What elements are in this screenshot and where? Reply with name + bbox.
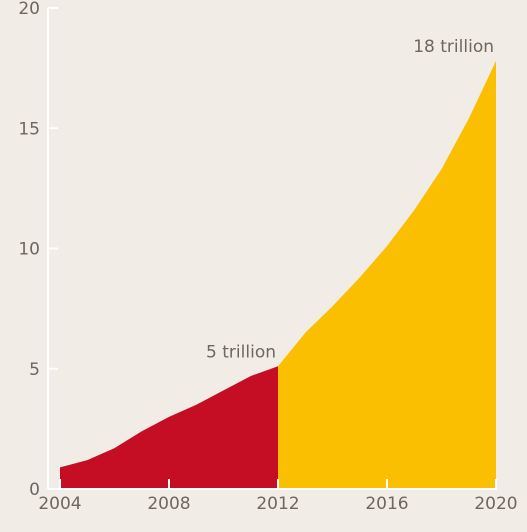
- x-tick-label: 2016: [365, 494, 408, 514]
- annotation-label-2: 18 trillion: [413, 37, 494, 57]
- y-tick-label: 0: [29, 480, 40, 500]
- y-tick-label: 20: [18, 0, 40, 19]
- x-tick-label: 2008: [147, 494, 190, 514]
- y-axis-ticks: 0 5 10 15 20: [18, 0, 58, 500]
- y-tick-label: 15: [18, 119, 40, 139]
- annotations: 5 trillion 18 trillion: [206, 37, 494, 362]
- area-series-group: [60, 60, 496, 490]
- x-tick-label: 2004: [38, 494, 81, 514]
- area-series-1: [60, 366, 278, 489]
- annotation-label-1: 5 trillion: [206, 342, 276, 362]
- y-tick-label: 10: [18, 240, 40, 260]
- y-tick-label: 5: [29, 360, 40, 380]
- x-tick-label: 2020: [474, 494, 517, 514]
- area-series-2: [278, 60, 496, 490]
- x-axis-ticks: 2004 2008 2012 2016 2020: [38, 479, 518, 514]
- x-tick-label: 2012: [256, 494, 299, 514]
